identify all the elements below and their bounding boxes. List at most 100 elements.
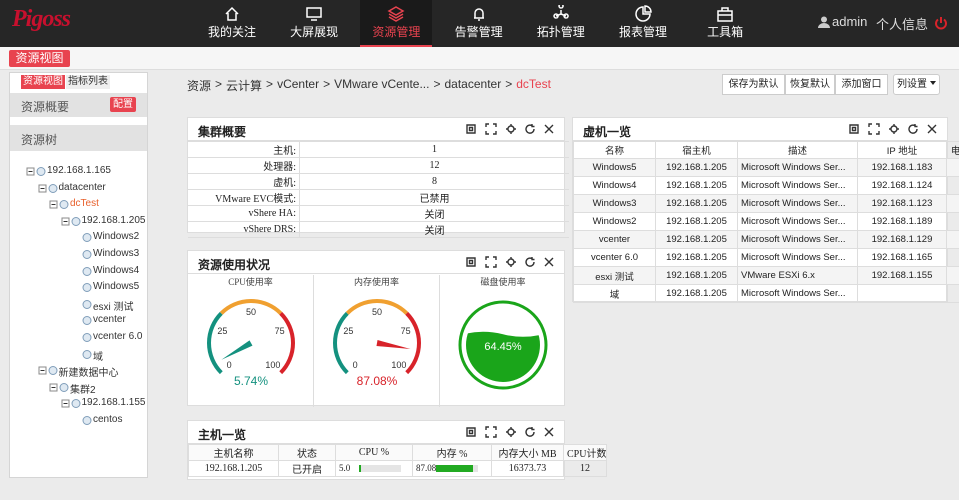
tool-icon[interactable]	[889, 124, 899, 134]
table-row[interactable]: vcenter 6.0 192.168.1.205 Microsoft Window…	[573, 248, 959, 267]
gauge-band	[345, 299, 409, 315]
tool-icon[interactable]	[506, 257, 516, 267]
toolbar-button[interactable]: 保存为默认	[722, 74, 785, 95]
tool-icon[interactable]	[466, 427, 476, 437]
breadcrumb-item[interactable]: dcTest	[516, 77, 551, 91]
tree-label: vcenter	[93, 314, 126, 326]
tree-node[interactable]: centos	[10, 413, 147, 429]
tree-node[interactable]: 新建数据中心	[10, 363, 147, 379]
table-cell: 87.08	[412, 460, 492, 477]
tree-node[interactable]: Windows3	[10, 247, 147, 263]
tool-icon[interactable]	[485, 426, 497, 438]
tree-icons	[61, 399, 80, 409]
side-tab[interactable]: 资源视图	[21, 75, 65, 89]
table-row[interactable]: 域 192.168.1.205 Microsoft Windows Ser...	[573, 284, 959, 303]
table-cell: vShere DRS:	[188, 221, 300, 238]
tree-icons	[82, 416, 92, 425]
panel-divider	[188, 140, 564, 141]
tool-icon[interactable]	[525, 427, 535, 437]
node-icon	[82, 416, 92, 425]
tool-icon[interactable]	[506, 427, 516, 437]
tree-node[interactable]: esxi 测试	[10, 297, 147, 313]
tree-node[interactable]: Windows5	[10, 280, 147, 296]
tool-icon[interactable]	[485, 256, 497, 268]
table-row[interactable]: Windows5 192.168.1.205 Microsoft Windows S…	[573, 158, 959, 177]
tree-node[interactable]: vcenter	[10, 313, 147, 329]
column-header: 内存大小 MB	[491, 444, 564, 461]
nav-item[interactable]: 大屏展现	[278, 0, 350, 47]
tree-node[interactable]: dcTest	[10, 197, 147, 213]
nav-item[interactable]: 报表管理	[607, 0, 679, 47]
tool-icon[interactable]	[525, 257, 535, 267]
logo[interactable]: Pigoss	[12, 6, 71, 32]
table-row[interactable]: Windows4 192.168.1.205 Microsoft Windows S…	[573, 176, 959, 195]
tool-icon[interactable]	[525, 124, 535, 134]
tree-label: 192.168.1.165	[47, 165, 111, 176]
tree-node[interactable]: datacenter	[10, 181, 147, 197]
icon-shape	[225, 6, 239, 21]
gauge: 64.45%	[458, 300, 548, 390]
tool-icon[interactable]	[544, 257, 554, 267]
side-tab[interactable]: 指标列表	[66, 75, 110, 89]
breadcrumb-item[interactable]: 云计算	[226, 79, 263, 93]
tree-node[interactable]: Windows2	[10, 230, 147, 246]
tool-icon[interactable]	[868, 123, 880, 135]
toolbar-button[interactable]: 列设置	[893, 74, 940, 95]
tool-icon[interactable]	[466, 124, 476, 134]
tool-icon[interactable]	[544, 124, 554, 134]
table-row[interactable]: Windows2 192.168.1.205 Microsoft Windows S…	[573, 212, 959, 231]
power-cell	[946, 284, 959, 303]
column-header: 电源...	[946, 141, 959, 159]
tool-icon[interactable]	[466, 257, 476, 267]
table-cell: 关闭	[299, 205, 569, 222]
nav-item[interactable]: 资源管理	[360, 0, 433, 47]
table-cell: Windows4	[573, 176, 656, 195]
view-tab[interactable]: 资源视图	[9, 50, 70, 67]
table-cell: 192.168.1.183	[857, 158, 947, 177]
breadcrumb: 资源 > 云计算 > vCenter > VMware vCente... > datacent…	[187, 77, 587, 93]
table-row[interactable]: Windows3 192.168.1.205 Microsoft Windows S…	[573, 194, 959, 213]
toolbar-button[interactable]: 恢复默认	[785, 74, 835, 95]
breadcrumb-item[interactable]: VMware vCente...	[334, 77, 430, 91]
node-icon	[82, 299, 92, 309]
tool-icon[interactable]	[849, 124, 859, 134]
gauge-needle	[221, 340, 253, 360]
panel: 集群概要 主机: 1 处理器: 12 虚机: 8 VMware EVC模式: 已禁用 vShere…	[187, 117, 569, 238]
breadcrumb-item[interactable]: vCenter	[277, 77, 320, 91]
tree-node[interactable]: 192.168.1.165	[10, 164, 147, 180]
node-icon	[82, 349, 92, 359]
tree-node[interactable]: 集群2	[10, 380, 147, 396]
node-icon	[71, 399, 80, 409]
tool-icon[interactable]	[485, 123, 497, 135]
tree-node[interactable]: 192.168.1.205	[10, 214, 147, 230]
nav-item[interactable]: 拓扑管理	[525, 0, 597, 47]
nav-item[interactable]: 告警管理	[443, 0, 515, 47]
power-cell	[946, 176, 959, 195]
tree-node[interactable]: Windows4	[10, 264, 147, 280]
tree-node[interactable]: 域	[10, 347, 147, 363]
node-icon	[82, 333, 92, 342]
tree-node[interactable]: 192.168.1.155	[10, 396, 147, 412]
table-cell: Windows5	[573, 158, 656, 177]
toolbar-button[interactable]: 添加窗口	[835, 74, 888, 95]
table-cell: 主机:	[188, 141, 300, 158]
tree-node[interactable]: vcenter 6.0	[10, 330, 147, 346]
gauge-band	[279, 311, 295, 375]
tree-icons	[49, 382, 69, 392]
breadcrumb-item[interactable]: datacenter	[444, 77, 502, 91]
table-row[interactable]: esxi 测试 192.168.1.205 VMware ESXi 6.x 192.1…	[573, 266, 959, 285]
user-name[interactable]: admin	[832, 14, 868, 29]
tool-icon[interactable]	[908, 124, 918, 134]
tool-icon[interactable]	[544, 427, 554, 437]
table-row[interactable]: vcenter 192.168.1.205 Microsoft Windows Se…	[573, 230, 959, 249]
profile-link[interactable]: 个人信息	[876, 17, 929, 32]
tool-icon[interactable]	[927, 124, 937, 134]
breadcrumb-item[interactable]: 资源	[187, 79, 212, 93]
tool-icon[interactable]	[506, 124, 516, 134]
nav-item[interactable]: 工具箱	[689, 0, 761, 47]
power-icon[interactable]	[934, 16, 948, 30]
nav-item[interactable]: 我的关注	[196, 0, 268, 47]
config-button[interactable]: 配置	[110, 97, 136, 112]
icon-shape	[821, 16, 827, 23]
